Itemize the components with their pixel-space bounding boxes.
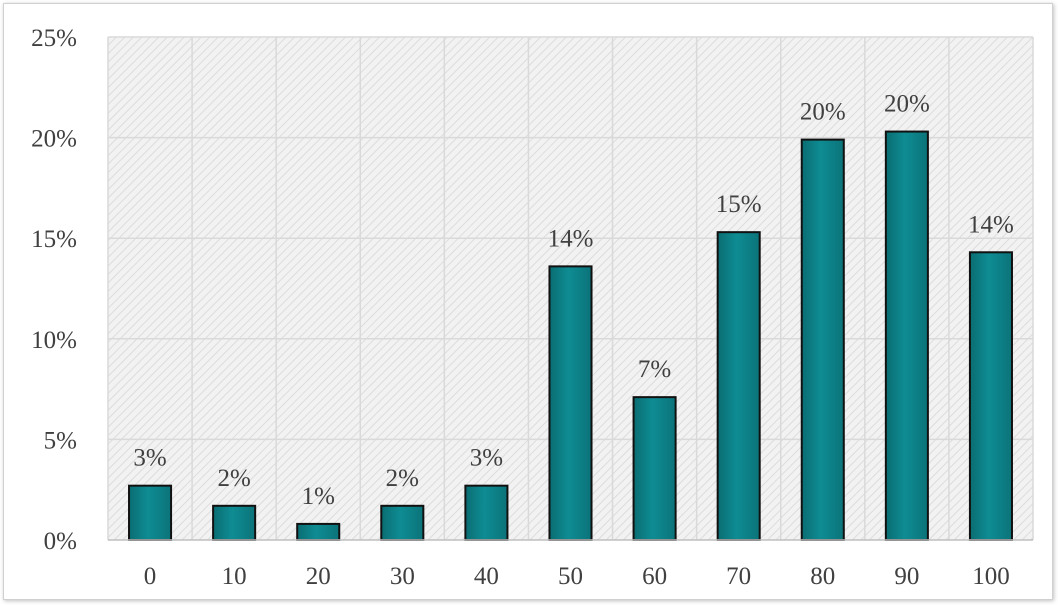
data-label: 20% (884, 91, 930, 118)
bar (212, 504, 257, 541)
data-label: 7% (638, 356, 671, 383)
data-label: 3% (470, 445, 503, 472)
x-tick-label: 10 (222, 563, 247, 590)
y-tick-label: 15% (31, 226, 77, 253)
x-tick-label: 70 (726, 563, 751, 590)
data-label: 2% (217, 465, 250, 492)
data-label: 15% (716, 191, 762, 218)
bar (800, 138, 845, 541)
bar (128, 484, 173, 541)
bar (632, 396, 677, 542)
bar (716, 231, 761, 541)
x-tick-label: 100 (972, 563, 1010, 590)
data-label: 3% (133, 445, 166, 472)
bar (968, 251, 1013, 541)
bars (128, 130, 1013, 542)
x-tick-label: 80 (810, 563, 835, 590)
bar (464, 484, 509, 541)
y-tick-label: 25% (31, 25, 77, 52)
y-tick-label: 0% (44, 528, 77, 555)
y-tick-label: 20% (31, 126, 77, 153)
bar (296, 522, 341, 541)
axes: 0% 5% 10% 15% 20% 25% 0 10 20 30 40 50 60 70 80 90 100 (31, 25, 1033, 590)
x-tick-label: 60 (642, 563, 667, 590)
x-tick-label: 20 (306, 563, 331, 590)
y-tick-label: 5% (44, 427, 77, 454)
grid-lines (107, 36, 1034, 540)
y-tick-label: 10% (31, 327, 77, 354)
data-labels: 3% 2% 1% 2% 3% 14% 7% 15% 20% 20% 14% (133, 91, 1013, 510)
data-label: 14% (968, 211, 1014, 238)
data-label: 20% (800, 99, 846, 126)
bar (548, 265, 593, 541)
data-label: 2% (386, 465, 419, 492)
x-tick-label: 50 (558, 563, 583, 590)
x-tick-label: 0 (144, 563, 157, 590)
data-label: 1% (302, 483, 335, 510)
bar (884, 130, 929, 541)
data-label: 14% (548, 225, 594, 252)
x-tick-label: 30 (390, 563, 415, 590)
x-tick-label: 40 (474, 563, 499, 590)
bar (380, 504, 425, 541)
x-tick-label: 90 (894, 563, 919, 590)
